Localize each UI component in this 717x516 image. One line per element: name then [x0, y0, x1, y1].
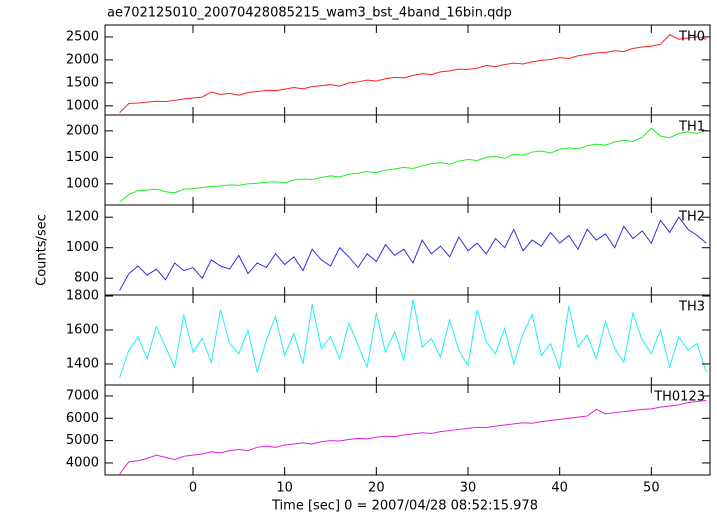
y-tick-label: 7000 — [66, 388, 99, 403]
y-tick-label: 1000 — [66, 98, 99, 113]
y-tick-label: 6000 — [66, 411, 99, 426]
y-tick-label: 800 — [74, 271, 99, 286]
panel-frame — [104, 204, 711, 296]
y-tick-label: 1200 — [66, 210, 99, 225]
panel-frame — [104, 294, 711, 386]
x-tick-label: 50 — [643, 481, 660, 496]
chart-title: ae702125010_20070428085215_wam3_bst_4ban… — [107, 6, 512, 21]
panel-label: TH3 — [678, 300, 705, 315]
series-line — [119, 399, 707, 475]
y-tick-label: 1400 — [66, 356, 99, 371]
y-tick-label: 2000 — [66, 52, 99, 67]
y-tick-label: 4000 — [66, 455, 99, 470]
y-tick-label: 2500 — [66, 29, 99, 44]
series-line — [119, 34, 707, 114]
series-line — [119, 216, 707, 291]
x-tick-label: 20 — [368, 481, 385, 496]
y-tick-label: 1000 — [66, 176, 99, 191]
panel-label: TH2 — [678, 210, 705, 225]
y-axis-label: Counts/sec — [35, 214, 50, 286]
panel-frame — [104, 384, 711, 476]
y-tick-label: 1000 — [66, 240, 99, 255]
y-tick-label: 2000 — [66, 123, 99, 138]
x-axis-label: Time [sec] 0 = 2007/04/28 08:52:15.978 — [271, 499, 538, 514]
panel-label: TH0 — [678, 30, 705, 45]
y-tick-label: 1500 — [66, 150, 99, 165]
x-tick-label: 0 — [189, 481, 197, 496]
y-tick-label: 1600 — [66, 322, 99, 337]
x-tick-label: 10 — [276, 481, 293, 496]
panel-label: TH1 — [678, 120, 705, 135]
x-tick-label: 30 — [460, 481, 477, 496]
y-tick-label: 1800 — [66, 289, 99, 304]
panel-frame — [104, 114, 711, 206]
y-tick-label: 1500 — [66, 75, 99, 90]
series-line — [119, 127, 707, 203]
x-tick-label: 40 — [551, 481, 568, 496]
series-line — [119, 299, 707, 378]
y-tick-label: 5000 — [66, 433, 99, 448]
panel-frame — [104, 24, 711, 116]
panel-label: TH0123 — [653, 390, 705, 405]
